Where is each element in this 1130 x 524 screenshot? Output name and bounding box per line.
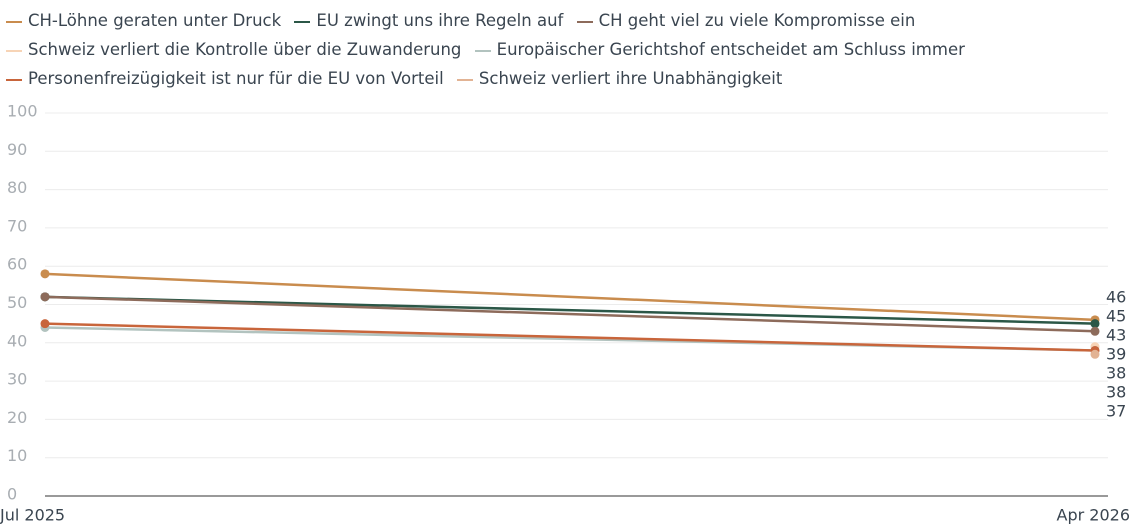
point	[1090, 319, 1100, 329]
series-line	[44, 295, 1096, 325]
data-label: 39	[1106, 344, 1126, 363]
legend-label: CH-Löhne geraten unter Druck	[28, 11, 282, 30]
legend-swatch	[456, 78, 473, 81]
legend-item: CH geht viel zu viele Kompromisse ein	[576, 11, 916, 30]
data-label: 37	[1106, 401, 1126, 420]
point	[1090, 326, 1100, 336]
y-tick-label: 70	[7, 216, 27, 235]
data-label: 45	[1106, 306, 1126, 325]
y-tick-label: 60	[7, 255, 27, 274]
legend-item: CH-Löhne geraten unter Druck	[6, 11, 281, 30]
legend-label: Schweiz verliert ihre Unabhängigkeit	[478, 69, 783, 88]
legend-swatch	[474, 49, 491, 52]
legend-swatch	[6, 20, 22, 23]
y-tick-label: 80	[7, 178, 27, 197]
data-label: 38	[1106, 363, 1126, 382]
legend-swatch	[6, 49, 22, 52]
y-tick-label: 100	[7, 102, 38, 121]
data-label: 46	[1106, 287, 1126, 306]
legend-label: Personenfreizügigkeit ist nur für die EU…	[28, 69, 444, 88]
y-tick-label: 40	[7, 331, 27, 350]
series-line	[44, 295, 1096, 333]
y-tick-label: 90	[7, 140, 27, 159]
legend: CH-Löhne geraten unter Druck EU zwingt u…	[6, 6, 1126, 93]
series-line	[44, 322, 1096, 352]
data-label: 43	[1106, 325, 1126, 344]
point	[1090, 349, 1100, 359]
y-tick-label: 10	[7, 446, 27, 465]
legend-swatch	[6, 78, 22, 81]
data-label: 38	[1106, 382, 1126, 401]
y-tick-label: 50	[7, 293, 27, 312]
point	[40, 269, 50, 279]
legend-item: Schweiz verliert die Kontrolle über die …	[6, 40, 461, 59]
legend-item: Europäischer Gerichtshof entscheidet am …	[474, 40, 965, 59]
y-tick-label: 30	[7, 370, 27, 389]
legend-item: EU zwingt uns ihre Regeln auf	[294, 11, 563, 30]
legend-swatch	[294, 20, 311, 23]
legend-label: EU zwingt uns ihre Regeln auf	[316, 11, 564, 30]
legend-item: Personenfreizügigkeit ist nur für die EU…	[6, 69, 444, 88]
x-tick-label: Apr 2026	[1057, 506, 1130, 524]
series-line	[44, 272, 1096, 322]
legend-label: CH geht viel zu viele Kompromisse ein	[598, 11, 916, 30]
point	[40, 292, 50, 302]
y-tick-label: 0	[7, 485, 17, 504]
legend-label: Europäischer Gerichtshof entscheidet am …	[496, 40, 965, 59]
legend-item: Schweiz verliert ihre Unabhängigkeit	[456, 69, 783, 88]
point	[40, 319, 50, 329]
y-tick-label: 20	[7, 408, 27, 427]
legend-swatch	[576, 20, 593, 23]
legend-label: Schweiz verliert die Kontrolle über die …	[28, 40, 462, 59]
x-tick-label: Jul 2025	[0, 506, 65, 524]
